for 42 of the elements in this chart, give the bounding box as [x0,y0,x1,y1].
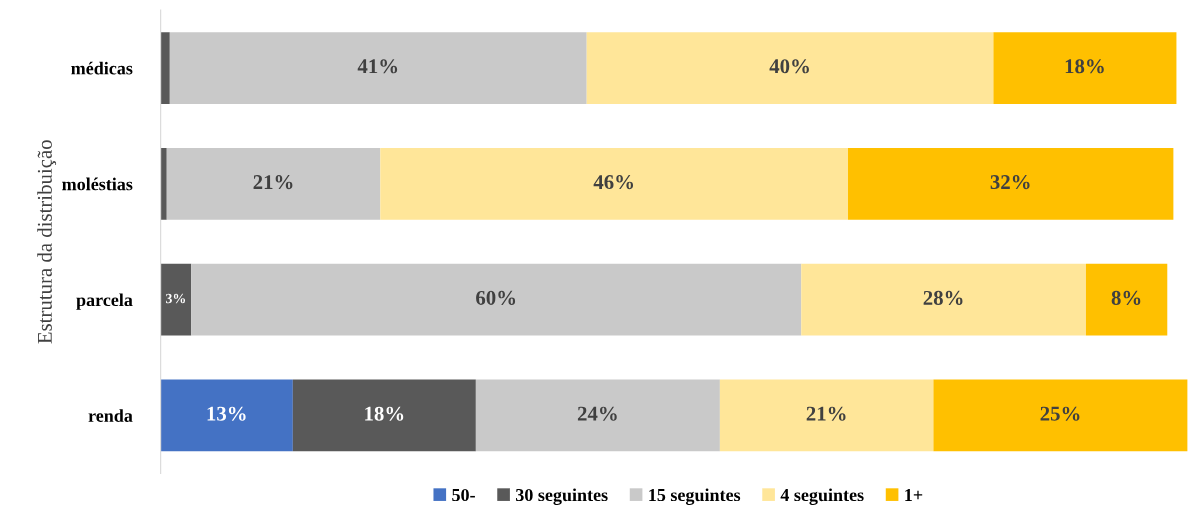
data-label: 3% [166,293,186,304]
bar [993,32,1177,104]
data-label: 13% [207,406,246,421]
data-label: 46% [593,175,634,190]
bar [586,32,994,104]
data-label: 21% [806,406,846,421]
data-label: 28% [923,290,963,305]
legend-label: 30 seguintes [515,488,608,505]
data-label: 60% [476,290,516,305]
bar [166,147,381,220]
data-label: 40% [769,59,809,74]
data-label: 32% [990,175,1030,190]
bar [169,32,587,104]
data-label: 25% [1040,406,1080,421]
y-tick-label: moléstias [62,177,133,191]
legend-label: 4 seguintes [780,488,864,505]
data-label: 8% [1111,290,1141,305]
bar [933,379,1188,452]
data-label: 18% [1065,59,1104,74]
data-label: 18% [365,406,404,421]
bar [292,379,476,452]
legend-label: 15 seguintes [649,488,741,505]
legend-label: 1+ [905,489,923,501]
data-label: 24% [577,406,617,421]
bar [848,147,1174,220]
bar [1085,263,1168,336]
bar [191,263,802,336]
data-label: 41% [357,59,398,74]
data-label: 21% [253,175,293,190]
bar [160,263,192,336]
y-tick-label: renda [88,409,133,422]
y-tick-label: médicas [71,61,133,75]
bar [719,379,934,452]
bar [801,263,1086,336]
bar [160,32,170,104]
y-axis-title: Estrutura da distribuição [37,140,57,344]
bar [475,379,720,452]
bar [380,147,849,220]
bar [160,379,293,452]
bar [160,147,167,220]
y-tick-label: parcela [76,293,133,310]
legend-label: 50- [452,488,475,502]
